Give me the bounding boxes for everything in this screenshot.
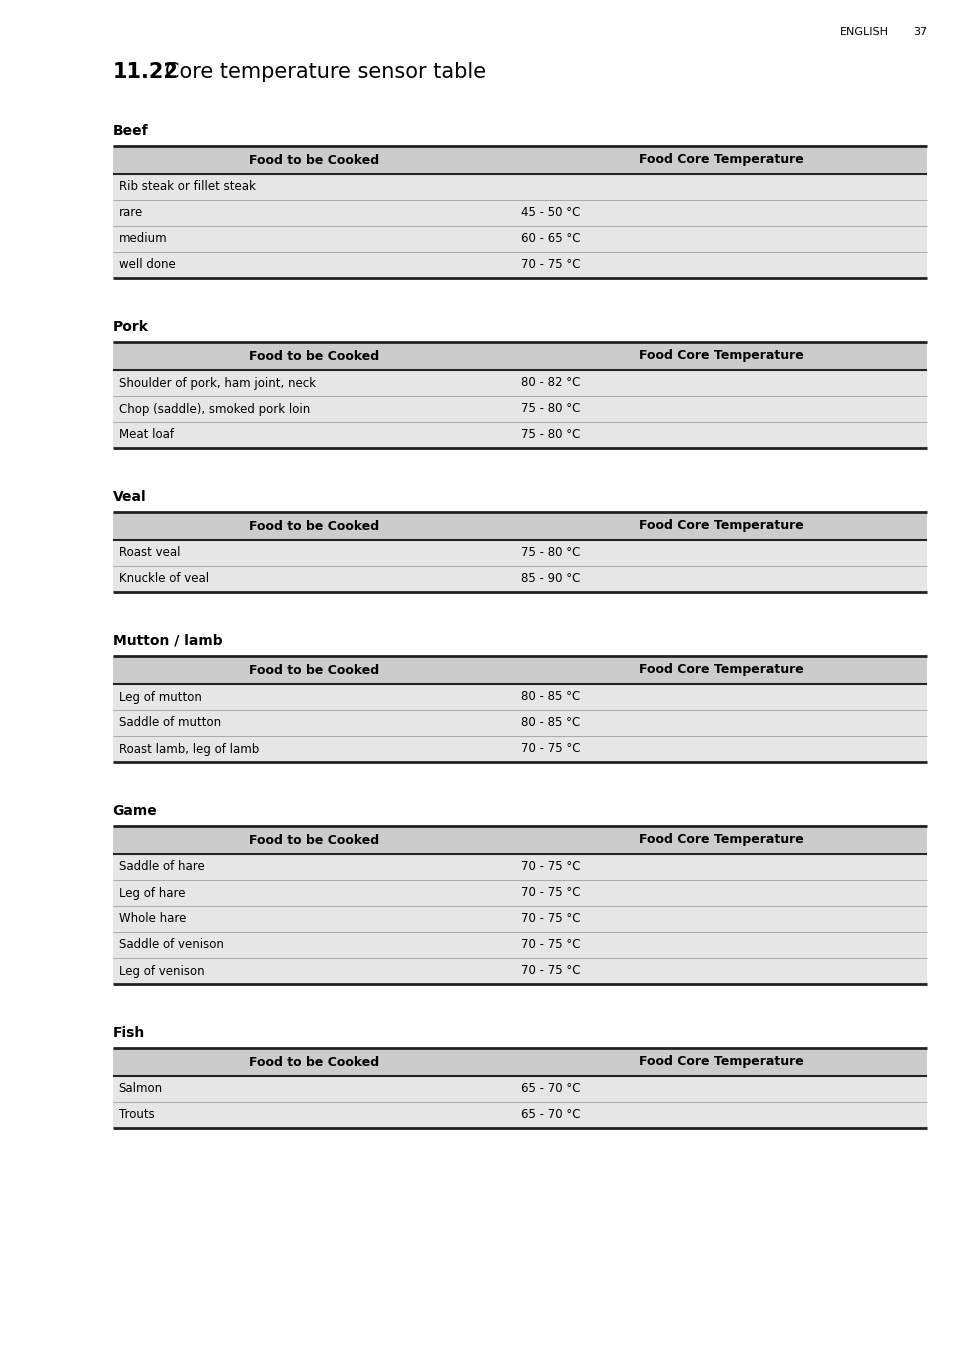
Text: Food Core Temperature: Food Core Temperature [639,1056,802,1068]
Bar [112,566,926,592]
Text: Food to be Cooked: Food to be Cooked [249,833,378,846]
Text: 45 - 50 °C: 45 - 50 °C [520,207,580,219]
Bar [112,932,926,959]
Text: Roast veal: Roast veal [118,546,180,560]
Text: Food to be Cooked: Food to be Cooked [249,350,378,362]
Text: Chop (saddle), smoked pork loin: Chop (saddle), smoked pork loin [118,403,310,415]
Text: 11.22: 11.22 [112,62,178,82]
Bar [112,880,926,906]
Text: 70 - 75 °C: 70 - 75 °C [520,742,580,756]
Text: Knuckle of veal: Knuckle of veal [118,572,209,585]
Text: 70 - 75 °C: 70 - 75 °C [520,887,580,899]
Text: Leg of hare: Leg of hare [118,887,185,899]
Bar [112,959,926,984]
Text: 70 - 75 °C: 70 - 75 °C [520,258,580,272]
Text: Food to be Cooked: Food to be Cooked [249,1056,378,1068]
Bar [112,684,926,710]
Bar [112,200,926,226]
Text: Food Core Temperature: Food Core Temperature [639,833,802,846]
Text: Food Core Temperature: Food Core Temperature [639,154,802,166]
Bar [112,656,926,684]
Bar [112,1102,926,1128]
Text: medium: medium [118,233,167,246]
Text: well done: well done [118,258,175,272]
Text: Saddle of venison: Saddle of venison [118,938,223,952]
Text: 65 - 70 °C: 65 - 70 °C [520,1083,580,1095]
Text: 80 - 85 °C: 80 - 85 °C [520,717,579,730]
Text: Mutton / lamb: Mutton / lamb [112,634,222,648]
Text: 70 - 75 °C: 70 - 75 °C [520,938,580,952]
Text: Roast lamb, leg of lamb: Roast lamb, leg of lamb [118,742,258,756]
Text: Leg of venison: Leg of venison [118,964,204,977]
Text: Leg of mutton: Leg of mutton [118,691,201,703]
Text: 75 - 80 °C: 75 - 80 °C [520,429,580,442]
Text: Meat loaf: Meat loaf [118,429,173,442]
Bar [112,826,926,854]
Text: Food to be Cooked: Food to be Cooked [249,519,378,533]
Text: Trouts: Trouts [118,1109,154,1122]
Text: Fish: Fish [112,1026,145,1040]
Bar [112,512,926,539]
Text: 70 - 75 °C: 70 - 75 °C [520,964,580,977]
Text: 70 - 75 °C: 70 - 75 °C [520,913,580,926]
Bar [112,396,926,422]
Bar [112,854,926,880]
Text: Food Core Temperature: Food Core Temperature [639,350,802,362]
Text: Food Core Temperature: Food Core Temperature [639,519,802,533]
Bar [112,422,926,448]
Text: ENGLISH: ENGLISH [840,27,888,37]
Text: Saddle of mutton: Saddle of mutton [118,717,220,730]
Text: 37: 37 [912,27,926,37]
Bar [112,1048,926,1076]
Bar [112,174,926,200]
Text: Veal: Veal [112,489,146,504]
Text: 65 - 70 °C: 65 - 70 °C [520,1109,580,1122]
Bar [112,251,926,279]
Text: Salmon: Salmon [118,1083,163,1095]
Text: 80 - 85 °C: 80 - 85 °C [520,691,579,703]
Bar [112,906,926,932]
Bar [112,710,926,735]
Text: Beef: Beef [112,124,148,138]
Text: rare: rare [118,207,143,219]
Text: 70 - 75 °C: 70 - 75 °C [520,860,580,873]
Bar [112,539,926,566]
Bar [112,146,926,174]
Bar [112,1076,926,1102]
Text: 80 - 82 °C: 80 - 82 °C [520,376,580,389]
Text: Whole hare: Whole hare [118,913,186,926]
Bar [112,226,926,251]
Text: Core temperature sensor table: Core temperature sensor table [165,62,485,82]
Text: Shoulder of pork, ham joint, neck: Shoulder of pork, ham joint, neck [118,376,315,389]
Text: Game: Game [112,804,157,818]
Text: Rib steak or fillet steak: Rib steak or fillet steak [118,181,255,193]
Text: Food Core Temperature: Food Core Temperature [639,664,802,676]
Text: Pork: Pork [112,320,149,334]
Text: 60 - 65 °C: 60 - 65 °C [520,233,580,246]
Text: 85 - 90 °C: 85 - 90 °C [520,572,580,585]
Bar [112,370,926,396]
Bar [112,342,926,370]
Text: Food to be Cooked: Food to be Cooked [249,154,378,166]
Text: Saddle of hare: Saddle of hare [118,860,204,873]
Text: Food to be Cooked: Food to be Cooked [249,664,378,676]
Text: 75 - 80 °C: 75 - 80 °C [520,546,580,560]
Text: 75 - 80 °C: 75 - 80 °C [520,403,580,415]
Bar [112,735,926,763]
